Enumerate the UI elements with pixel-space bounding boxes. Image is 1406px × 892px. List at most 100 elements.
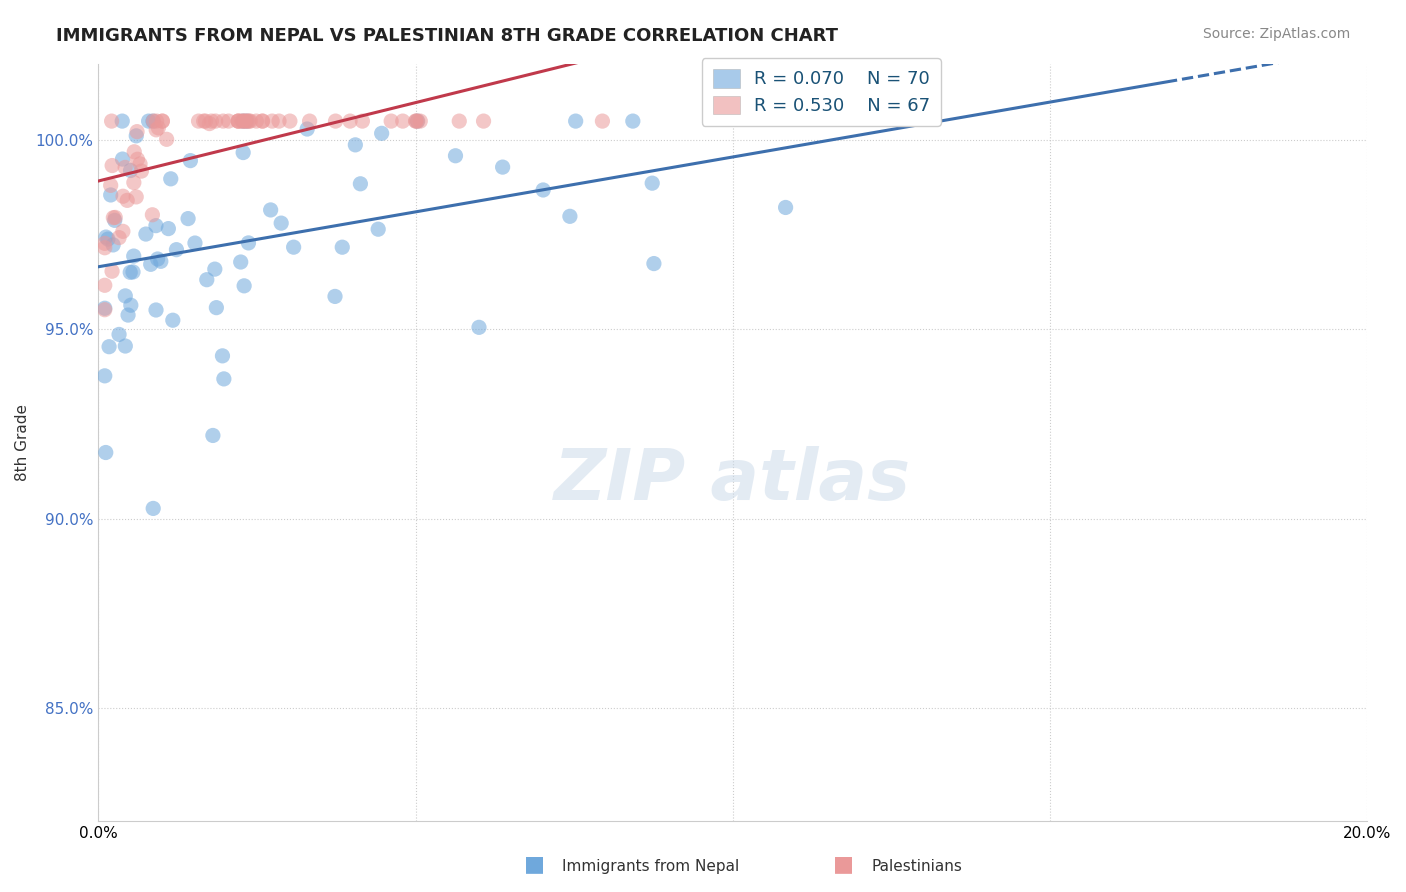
Point bbox=[120, 298, 142, 312]
Point bbox=[131, 164, 153, 178]
Point bbox=[122, 249, 145, 263]
Point bbox=[114, 289, 136, 303]
Point bbox=[233, 278, 256, 293]
Point bbox=[146, 252, 169, 266]
Point bbox=[204, 114, 226, 128]
Point bbox=[101, 159, 124, 173]
Point bbox=[104, 211, 127, 225]
Point bbox=[212, 114, 235, 128]
Point bbox=[591, 114, 613, 128]
Point bbox=[145, 219, 167, 233]
Point bbox=[114, 339, 136, 353]
Point bbox=[391, 114, 413, 128]
Point bbox=[323, 289, 346, 303]
Point bbox=[405, 114, 427, 128]
Point bbox=[104, 213, 127, 227]
Point bbox=[145, 303, 167, 318]
Point bbox=[179, 153, 201, 168]
Point bbox=[201, 428, 224, 442]
Point bbox=[564, 114, 586, 128]
Point bbox=[94, 230, 117, 244]
Point bbox=[245, 114, 267, 128]
Point bbox=[352, 114, 374, 128]
Point bbox=[100, 114, 122, 128]
Point bbox=[145, 114, 167, 128]
Point bbox=[228, 114, 250, 128]
Point bbox=[643, 256, 665, 270]
Point bbox=[97, 232, 120, 246]
Point bbox=[641, 176, 664, 190]
Point bbox=[295, 122, 318, 136]
Point bbox=[231, 114, 253, 128]
Point bbox=[157, 221, 180, 235]
Point bbox=[125, 128, 148, 143]
Text: Immigrants from Nepal: Immigrants from Nepal bbox=[562, 859, 740, 874]
Point bbox=[238, 114, 260, 128]
Point bbox=[367, 222, 389, 236]
Point bbox=[94, 278, 117, 293]
Point bbox=[94, 302, 117, 317]
Point bbox=[349, 177, 371, 191]
Point bbox=[339, 114, 361, 128]
Point bbox=[125, 125, 148, 139]
Point bbox=[444, 149, 467, 163]
Point bbox=[198, 117, 221, 131]
Point bbox=[141, 208, 163, 222]
Point bbox=[122, 176, 145, 190]
Point bbox=[94, 445, 117, 459]
Point bbox=[111, 224, 134, 238]
Point bbox=[142, 114, 165, 128]
Legend: R = 0.070    N = 70, R = 0.530    N = 67: R = 0.070 N = 70, R = 0.530 N = 67 bbox=[702, 58, 941, 126]
Point bbox=[142, 114, 165, 128]
Point bbox=[278, 114, 301, 128]
Point bbox=[405, 114, 427, 128]
Text: ■: ■ bbox=[834, 855, 853, 874]
Point bbox=[149, 254, 172, 268]
Y-axis label: 8th Grade: 8th Grade bbox=[15, 404, 30, 482]
Text: Source: ZipAtlas.com: Source: ZipAtlas.com bbox=[1202, 27, 1350, 41]
Point bbox=[235, 114, 257, 128]
Point bbox=[135, 227, 157, 241]
Point bbox=[468, 320, 491, 334]
Point bbox=[298, 114, 321, 128]
Point bbox=[472, 114, 495, 128]
Point bbox=[100, 188, 122, 202]
Point bbox=[406, 114, 429, 128]
Point bbox=[127, 153, 149, 167]
Point bbox=[98, 340, 121, 354]
Point bbox=[94, 236, 117, 251]
Point bbox=[252, 114, 274, 128]
Point bbox=[380, 114, 402, 128]
Point bbox=[262, 114, 284, 128]
Point bbox=[325, 114, 347, 128]
Point bbox=[200, 114, 222, 128]
Point bbox=[491, 160, 513, 174]
Point bbox=[232, 145, 254, 160]
Point bbox=[115, 194, 138, 208]
Point bbox=[775, 201, 797, 215]
Point bbox=[235, 114, 257, 128]
Point bbox=[212, 372, 235, 386]
Point bbox=[531, 183, 554, 197]
Point bbox=[204, 262, 226, 277]
Point bbox=[226, 114, 249, 128]
Point bbox=[232, 114, 254, 128]
Point bbox=[94, 241, 117, 255]
Point bbox=[409, 114, 432, 128]
Point bbox=[117, 308, 139, 322]
Point bbox=[111, 189, 134, 203]
Point bbox=[195, 273, 218, 287]
Point bbox=[232, 114, 254, 128]
Point bbox=[94, 301, 117, 316]
Point bbox=[218, 114, 240, 128]
Point bbox=[101, 264, 124, 278]
Point bbox=[162, 313, 184, 327]
Point bbox=[252, 114, 274, 128]
Text: ■: ■ bbox=[524, 855, 544, 874]
Point bbox=[111, 114, 134, 128]
Point bbox=[120, 163, 142, 178]
Point bbox=[449, 114, 471, 128]
Point bbox=[165, 243, 187, 257]
Point bbox=[156, 132, 179, 146]
Point bbox=[150, 114, 173, 128]
